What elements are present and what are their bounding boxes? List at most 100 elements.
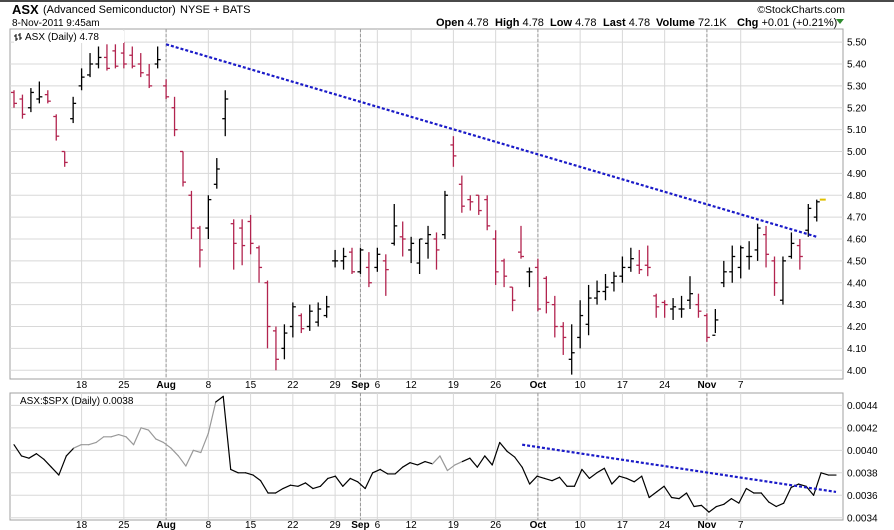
ratio-x-tick-label: 6 (375, 520, 381, 530)
svg-text:Last 4.78: Last 4.78 (603, 17, 650, 29)
ohlc-bar (543, 276, 550, 314)
ratio-line-segment (372, 468, 381, 474)
ratio-line-segment (641, 475, 650, 499)
ratio-line-segment (783, 486, 792, 504)
ratio-line-segment (506, 450, 516, 458)
price-x-tick-label: Nov (697, 380, 716, 391)
ratio-x-tick-label: 8 (206, 520, 212, 530)
ratio-line-segment (409, 462, 419, 466)
ratio-line-segment (274, 487, 284, 494)
ratio-line-segment (342, 477, 351, 487)
ohlc-bar (492, 230, 499, 285)
ratio-y-tick-label: 0.0042 (847, 423, 878, 434)
ohlc-bar (441, 190, 448, 239)
ratio-line-segment (715, 503, 725, 508)
ticker-symbol: ASX (12, 2, 39, 17)
ratio-panel: 0.0034 0.0036 0.0038 0.0040 0.0042 0.0044 18 2… (9, 392, 878, 530)
ohlc-bar (196, 225, 203, 268)
ohlc-bar (501, 258, 508, 288)
ohlc-bar (154, 46, 161, 69)
ohlc-bar (146, 64, 153, 89)
ohlc-bar (712, 309, 719, 336)
ohlc-bar (171, 96, 178, 137)
ohlc-bar (534, 258, 541, 312)
ratio-x-tick-label: 18 (76, 520, 88, 530)
ratio-x-tick-label: 10 (575, 520, 587, 530)
ratio-y-tick-label: 0.0038 (847, 468, 878, 479)
ohlc-bar (509, 286, 516, 312)
ratio-line-segment (633, 475, 643, 483)
ohlc-bar (323, 295, 330, 318)
price-y-tick-label: 4.70 (847, 213, 867, 224)
ratio-line-segment (693, 504, 703, 508)
price-y-tick-label: 4.90 (847, 169, 867, 180)
ratio-x-tick-label: 26 (490, 520, 502, 530)
price-trendline-segment (165, 43, 818, 238)
ohlc-bar (315, 302, 322, 327)
open-value: 4.78 (467, 17, 488, 29)
ohlc-bar (687, 276, 693, 309)
ratio-line-segment (50, 466, 60, 476)
ohlc-bar (256, 245, 263, 283)
ohlc-bar (332, 249, 339, 268)
ratio-x-tick-label: 25 (118, 520, 130, 530)
ohlc-bar (720, 260, 727, 288)
ratio-line-segment (245, 472, 254, 476)
ohlc-bar (610, 271, 617, 292)
ratio-line-segment (439, 455, 449, 472)
ratio-y-tick-label: 0.0034 (847, 513, 878, 524)
ohlc-bar (306, 304, 313, 331)
price-trendline (165, 43, 818, 238)
ratio-line-segment (207, 401, 217, 435)
stockcharts-watermark: ©StockCharts.com (757, 4, 845, 16)
price-legend: ASX (Daily) 4.78 (14, 31, 124, 43)
ohlc-bar (230, 219, 237, 270)
price-y-tick-label: 4.80 (847, 191, 867, 202)
price-y-tick-label: 4.60 (847, 235, 867, 246)
price-y-tick-label: 5.00 (847, 147, 867, 158)
ohlc-bar (560, 322, 567, 355)
price-x-tick-label: 19 (448, 380, 460, 391)
ratio-x-tick-label: 29 (330, 520, 342, 530)
ohlc-bar (636, 249, 643, 274)
ratio-y-tick-label: 0.0036 (847, 491, 878, 502)
ohlc-bar (661, 300, 668, 318)
ohlc-bar (44, 90, 51, 104)
ratio-line-segment (185, 449, 194, 467)
ohlc-bar (180, 150, 186, 187)
quote-summary: Open 4.78 High 4.78 Low 4.78 Last 4.78 V… (436, 17, 837, 29)
ratio-line-segment (379, 468, 389, 475)
ratio-line-segment (805, 485, 815, 496)
ohlc-bar (103, 44, 110, 71)
svg-text:Low 4.78: Low 4.78 (550, 17, 596, 29)
ohlc-bar (678, 295, 685, 318)
open-label: Open (436, 17, 464, 29)
ratio-line (13, 395, 837, 513)
price-x-tick-label: Sep (351, 380, 369, 391)
ratio-line-segment (521, 466, 531, 485)
ohlc-bar (137, 53, 144, 78)
price-x-tick-label: 10 (575, 380, 587, 391)
ratio-line-segment (260, 480, 269, 494)
ohlc-bar (754, 223, 761, 261)
ohlc-legend-icon (14, 33, 22, 41)
high-label: High (495, 17, 520, 29)
ratio-line-segment (603, 467, 613, 485)
ratio-trendline-segment (521, 443, 837, 493)
ohlc-bar (703, 313, 710, 342)
ratio-x-tick-label: 17 (617, 520, 629, 530)
ratio-line-segment (798, 483, 807, 487)
ohlc-bar (112, 44, 119, 69)
ratio-line-segment (618, 475, 628, 480)
ohlc-bar (11, 90, 17, 108)
ohlc-bar (222, 90, 229, 137)
ratio-line-segment (723, 498, 732, 505)
ohlc-bar (53, 114, 60, 141)
ratio-line-segment (140, 427, 150, 431)
ratio-line-segment (760, 492, 770, 503)
high-value: 4.78 (523, 17, 544, 29)
ratio-trendline (521, 443, 837, 493)
ratio-line-segment (768, 501, 777, 508)
ohlc-bar (594, 280, 601, 305)
ratio-line-segment (118, 433, 127, 438)
